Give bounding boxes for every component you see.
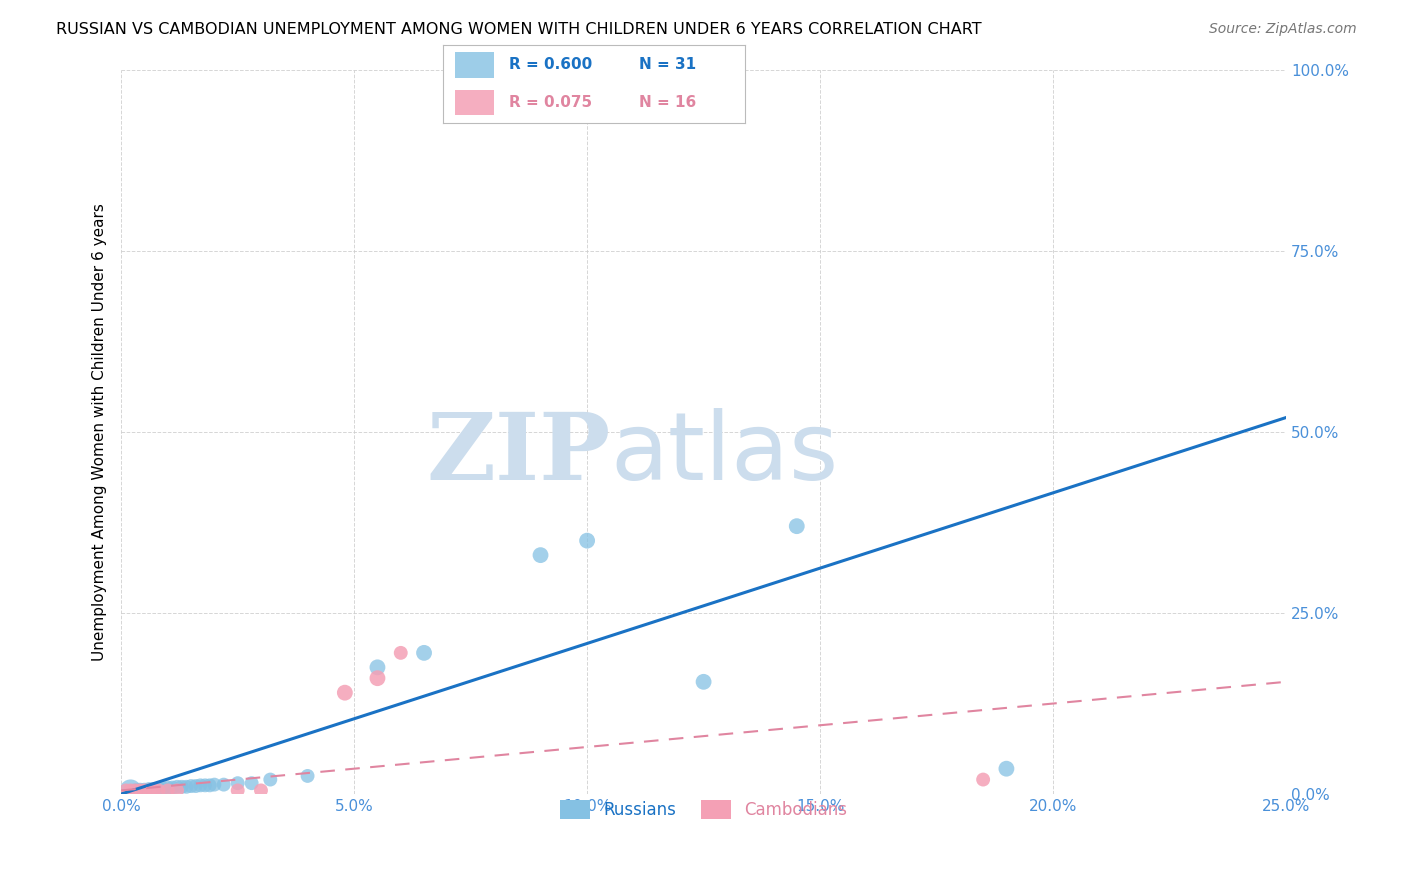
Point (972, 772, 994, 787)
Point (128, 783, 150, 797)
Point (162, 780, 184, 795)
Text: atlas: atlas (610, 408, 838, 500)
Bar (456, 90, 495, 115)
Point (134, 783, 156, 797)
Text: R = 0.600: R = 0.600 (509, 57, 593, 72)
Text: Source: ZipAtlas.com: Source: ZipAtlas.com (1209, 22, 1357, 37)
Text: RUSSIAN VS CAMBODIAN UNEMPLOYMENT AMONG WOMEN WITH CHILDREN UNDER 6 YEARS CORREL: RUSSIAN VS CAMBODIAN UNEMPLOYMENT AMONG … (56, 22, 981, 37)
Point (529, 548, 551, 562)
Point (156, 780, 179, 795)
Point (138, 781, 160, 796)
Point (142, 783, 165, 797)
Point (134, 782, 156, 797)
Point (142, 781, 165, 796)
Point (333, 686, 356, 700)
Point (124, 783, 146, 797)
Point (115, 783, 138, 797)
Point (156, 783, 179, 797)
Point (259, 772, 281, 787)
Y-axis label: Unemployment Among Women with Children Under 6 years: Unemployment Among Women with Children U… (93, 203, 107, 661)
Point (124, 783, 146, 797)
Point (250, 783, 273, 797)
Point (226, 783, 249, 797)
Legend: Russians, Cambodians: Russians, Cambodians (553, 793, 853, 825)
Point (692, 674, 714, 689)
Point (366, 660, 388, 674)
Bar (456, 53, 495, 78)
Point (148, 783, 170, 797)
Point (190, 778, 212, 792)
Point (194, 778, 217, 792)
Text: ZIP: ZIP (426, 409, 610, 499)
Point (198, 778, 221, 792)
Point (166, 783, 188, 797)
Point (226, 776, 249, 790)
Text: N = 16: N = 16 (640, 95, 696, 110)
Point (166, 780, 188, 794)
Point (180, 779, 202, 793)
Point (297, 769, 319, 783)
Point (120, 783, 142, 797)
Point (389, 646, 412, 660)
Point (128, 782, 150, 797)
Point (176, 780, 198, 794)
Point (212, 778, 235, 792)
Point (240, 776, 263, 790)
Point (120, 783, 142, 797)
Point (366, 671, 388, 685)
Text: N = 31: N = 31 (640, 57, 696, 72)
Point (170, 780, 193, 794)
Point (995, 762, 1018, 776)
Point (202, 778, 225, 792)
Point (152, 781, 174, 796)
Text: R = 0.075: R = 0.075 (509, 95, 592, 110)
Point (413, 646, 436, 660)
Point (138, 783, 160, 797)
Point (786, 519, 808, 533)
Point (576, 533, 599, 548)
Point (184, 779, 207, 793)
Point (148, 781, 170, 796)
